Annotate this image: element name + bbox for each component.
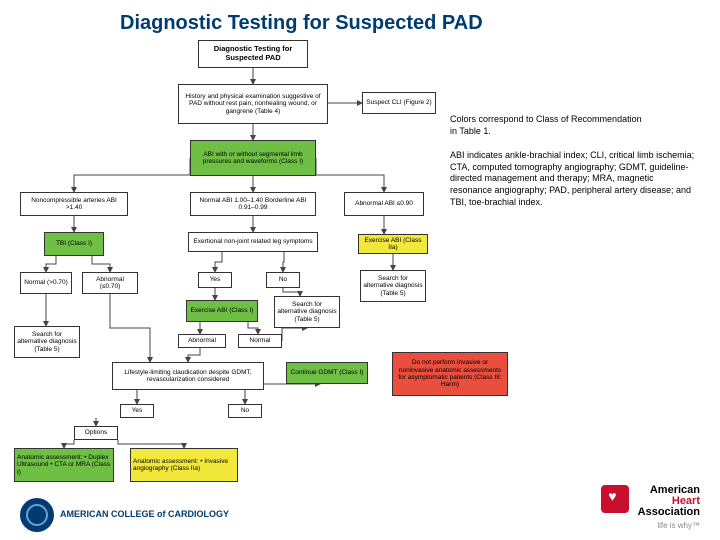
aha-logo-text: American Heart Association xyxy=(638,485,700,518)
node-abi: ABI with or without segmental limb press… xyxy=(190,140,316,176)
note-abbrev: ABI indicates ankle-brachial index; CLI,… xyxy=(450,150,696,208)
node-search2: Search for alternative diagnosis (Table … xyxy=(360,270,426,302)
node-noinvasive: Do not perform invasive or noninvasive a… xyxy=(392,352,508,396)
node-history: History and physical examination suggest… xyxy=(178,84,328,124)
node-tbi-normal: Normal (>0.70) xyxy=(20,272,72,294)
node-normal-border: Normal ABI 1.00–1.40 Borderline ABI 0.91… xyxy=(190,192,316,216)
page-title: Diagnostic Testing for Suspected PAD xyxy=(120,12,483,35)
acc-logo: AMERICAN COLLEGE of CARDIOLOGY xyxy=(20,498,229,532)
node-search1: Search for alternative diagnosis (Table … xyxy=(274,296,340,328)
node-anat2: Anatomic assessment: • Invasive angiogra… xyxy=(130,448,238,482)
node-yes2: Yes xyxy=(120,404,154,418)
node-exertional: Exertional non-joint related leg symptom… xyxy=(188,232,318,252)
node-tbi-abn: Abnormal (≤0.70) xyxy=(82,272,138,294)
note-colors: Colors correspond to Class of Recommenda… xyxy=(450,114,650,137)
aha-logo: American Heart Association life is why™ xyxy=(601,485,700,530)
node-header: Diagnostic Testing for Suspected PAD xyxy=(198,40,308,68)
aha-tagline: life is why™ xyxy=(601,521,700,530)
node-exabi-i: Exercise ABI (Class I) xyxy=(186,300,258,322)
node-lifestyle: Lifestyle-limiting claudication despite … xyxy=(112,362,264,390)
node-contgdmt: Continue GDMT (Class I) xyxy=(286,362,368,384)
node-abnormal: Abnormal ABI ≤0.90 xyxy=(344,192,424,216)
node-suspectcli: Suspect CLI (Figure 2) xyxy=(362,92,436,114)
aha-heart-icon xyxy=(601,485,629,513)
node-yes: Yes xyxy=(198,272,232,288)
node-anat1: Anatomic assessment: • Duplex Ultrasound… xyxy=(14,448,114,482)
acc-badge-icon xyxy=(20,498,54,532)
node-search3: Search for alternative diagnosis (Table … xyxy=(14,326,80,358)
node-noncomp: Noncompressible arteries ABI >1.40 xyxy=(20,192,128,216)
node-tbi: TBI (Class I) xyxy=(44,232,104,256)
node-no: No xyxy=(266,272,300,288)
acc-logo-text: AMERICAN COLLEGE of CARDIOLOGY xyxy=(60,510,229,520)
node-no2: No xyxy=(228,404,262,418)
node-exabi-iia: Exercise ABI (Class IIa) xyxy=(358,234,428,254)
node-ex-abn: Abnormal xyxy=(178,334,226,348)
node-options: Options xyxy=(74,426,118,440)
node-ex-norm: Normal xyxy=(238,334,282,348)
